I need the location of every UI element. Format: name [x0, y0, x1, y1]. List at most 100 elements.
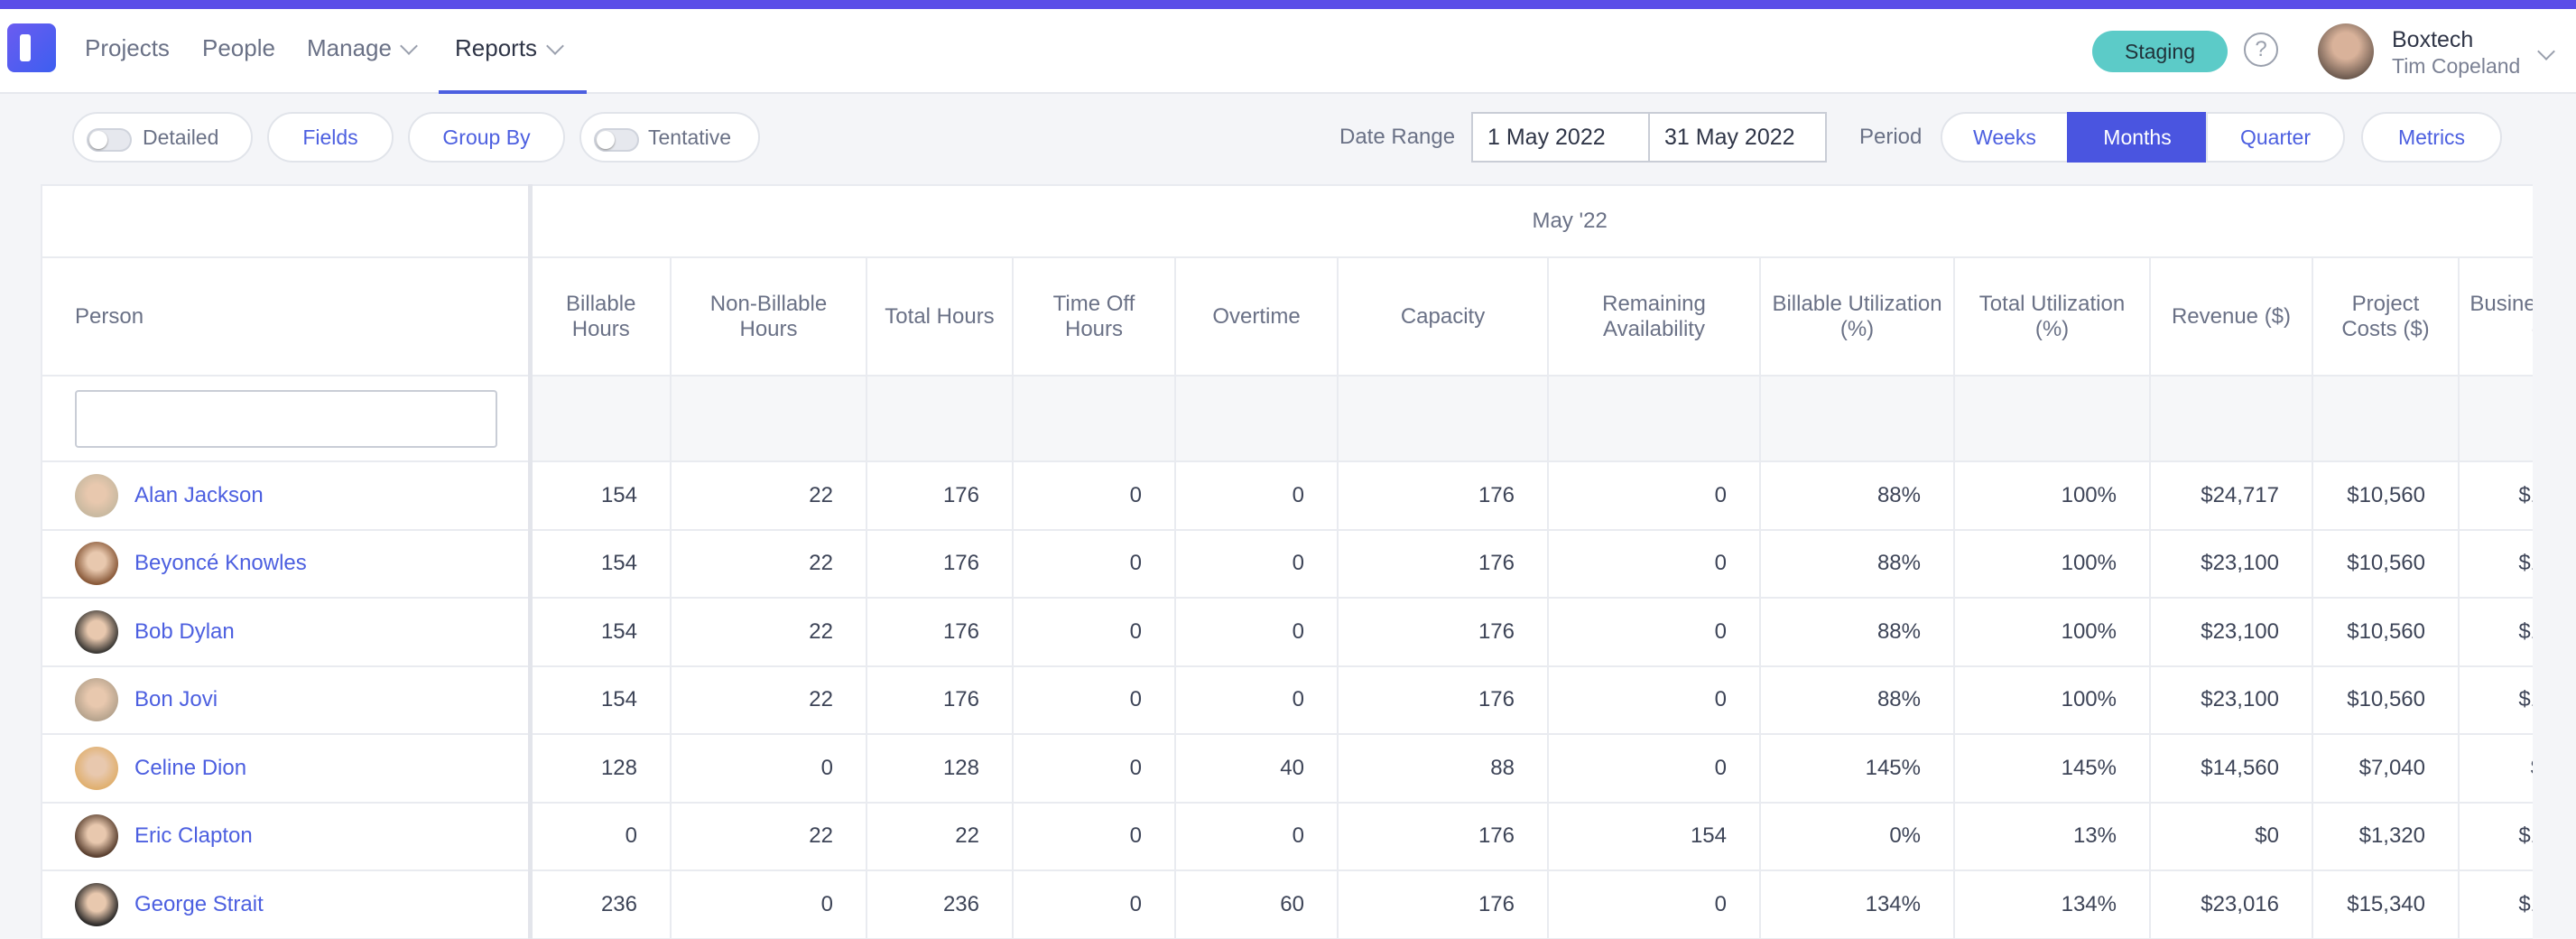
- nav-item[interactable]: Reports: [455, 34, 537, 62]
- nav-bar: Projects People Manage Reports Staging ?…: [0, 9, 2576, 94]
- nav-item[interactable]: Projects: [85, 34, 170, 62]
- filter-cell: [671, 376, 866, 461]
- period-option[interactable]: Months: [2067, 112, 2208, 163]
- column-header[interactable]: Total Utilization (%): [1954, 257, 2150, 376]
- metric-cell: $10,560: [2312, 598, 2459, 666]
- metric-cell: 145%: [1954, 734, 2150, 803]
- tentative-toggle[interactable]: Tentative: [579, 112, 760, 163]
- column-header[interactable]: Total Hours: [866, 257, 1013, 376]
- filter-cell: [2459, 376, 2533, 461]
- nav-item[interactable]: People: [202, 34, 275, 62]
- start-date[interactable]: 1 May 2022: [1471, 112, 1650, 163]
- nav-item[interactable]: Manage: [307, 34, 392, 62]
- metric-cell: 0: [1175, 461, 1338, 530]
- person-link[interactable]: Alan Jackson: [134, 483, 264, 507]
- person-link[interactable]: Bon Jovi: [134, 687, 218, 711]
- metric-cell: 100%: [1954, 461, 2150, 530]
- active-underline: [439, 90, 587, 94]
- metric-cell: 176: [866, 598, 1013, 666]
- metric-cell: 88%: [1760, 461, 1954, 530]
- metric-cell: 13%: [1954, 803, 2150, 871]
- column-header: Person: [42, 257, 530, 376]
- column-header[interactable]: Non-Billable Hours: [671, 257, 866, 376]
- metric-cell: 0%: [1760, 803, 1954, 871]
- metric-cell: 88%: [1760, 598, 1954, 666]
- metric-cell: $10,560: [2312, 666, 2459, 735]
- metric-cell: 176: [1338, 803, 1548, 871]
- metric-cell: $10,560: [2459, 598, 2533, 666]
- filter-cell: [1338, 376, 1548, 461]
- column-header[interactable]: Capacity: [1338, 257, 1548, 376]
- person-link[interactable]: Eric Clapton: [134, 823, 253, 848]
- detailed-toggle[interactable]: Detailed: [72, 112, 253, 163]
- search-input[interactable]: [75, 390, 497, 448]
- metric-cell: 176: [1338, 461, 1548, 530]
- date-range-label: Date Range: [1339, 125, 1455, 150]
- metric-cell: 0: [1548, 598, 1760, 666]
- report-table-container: May '22PersonBillable HoursNon-Billable …: [41, 184, 2533, 939]
- metric-cell: $23,100: [2150, 598, 2312, 666]
- metric-cell: 88: [1338, 734, 1548, 803]
- metric-cell: 0: [671, 870, 866, 939]
- metric-cell: 0: [1548, 734, 1760, 803]
- column-header[interactable]: Remaining Availability: [1548, 257, 1760, 376]
- metric-cell: 0: [1548, 870, 1760, 939]
- org-name: Boxtech: [2392, 27, 2473, 53]
- metric-cell: 0: [530, 803, 671, 871]
- column-header[interactable]: Business Costs ($): [2459, 257, 2533, 376]
- metric-cell: 22: [671, 461, 866, 530]
- metric-cell: 100%: [1954, 598, 2150, 666]
- metric-cell: 154: [530, 598, 671, 666]
- filter-cell: [1548, 376, 1760, 461]
- column-header[interactable]: Time Off Hours: [1013, 257, 1175, 376]
- metric-cell: 0: [671, 734, 866, 803]
- person-avatar: [75, 610, 118, 654]
- period-option[interactable]: Weeks: [1941, 112, 2069, 163]
- metric-cell: $7,040: [2312, 734, 2459, 803]
- filter-cell: [2150, 376, 2312, 461]
- metric-cell: $10,560: [2459, 870, 2533, 939]
- metric-cell: 134%: [1954, 870, 2150, 939]
- column-header[interactable]: Billable Hours: [530, 257, 671, 376]
- help-button[interactable]: ?: [2244, 33, 2278, 67]
- column-header[interactable]: Billable Utilization (%): [1760, 257, 1954, 376]
- fields-button[interactable]: Fields: [267, 112, 394, 163]
- metric-cell: 0: [1175, 666, 1338, 735]
- logo[interactable]: [7, 23, 56, 72]
- metric-cell: 0: [1013, 598, 1175, 666]
- person-avatar: [75, 814, 118, 858]
- header-row: PersonBillable HoursNon-Billable HoursTo…: [42, 257, 2533, 376]
- user-avatar[interactable]: [2318, 23, 2374, 79]
- toggle-switch[interactable]: [594, 128, 639, 152]
- column-header[interactable]: Revenue ($): [2150, 257, 2312, 376]
- toggle-switch[interactable]: [87, 128, 132, 152]
- person-link[interactable]: Bob Dylan: [134, 619, 235, 644]
- metrics-button[interactable]: Metrics: [2361, 112, 2502, 163]
- metric-cell: 0: [1013, 666, 1175, 735]
- metric-cell: 88%: [1760, 666, 1954, 735]
- person-avatar: [75, 542, 118, 585]
- person-link[interactable]: Celine Dion: [134, 756, 246, 780]
- end-date[interactable]: 31 May 2022: [1648, 112, 1827, 163]
- column-header[interactable]: Overtime: [1175, 257, 1338, 376]
- period-header: May '22: [530, 185, 2533, 257]
- dropdown-chevron: [400, 37, 418, 55]
- person-row: Celine Dion1280128040880145%145%$14,560$…: [42, 734, 2533, 803]
- metric-cell: $23,016: [2150, 870, 2312, 939]
- user-menu-chevron[interactable]: [2537, 42, 2555, 60]
- metric-cell: 60: [1175, 870, 1338, 939]
- metric-cell: $4,480: [2459, 734, 2533, 803]
- filter-cell: [1760, 376, 1954, 461]
- filter-cell: [866, 376, 1013, 461]
- period-row: May '22: [42, 185, 2533, 257]
- period-option[interactable]: Quarter: [2206, 112, 2345, 163]
- person-row: George Strait23602360601760134%134%$23,0…: [42, 870, 2533, 939]
- group-by-button[interactable]: Group By: [408, 112, 565, 163]
- report-table: May '22PersonBillable HoursNon-Billable …: [41, 184, 2533, 939]
- person-link[interactable]: Beyoncé Knowles: [134, 551, 307, 575]
- metric-cell: 154: [530, 530, 671, 599]
- metric-cell: $10,560: [2459, 461, 2533, 530]
- metric-cell: 176: [1338, 598, 1548, 666]
- person-link[interactable]: George Strait: [134, 892, 264, 916]
- column-header[interactable]: Project Costs ($): [2312, 257, 2459, 376]
